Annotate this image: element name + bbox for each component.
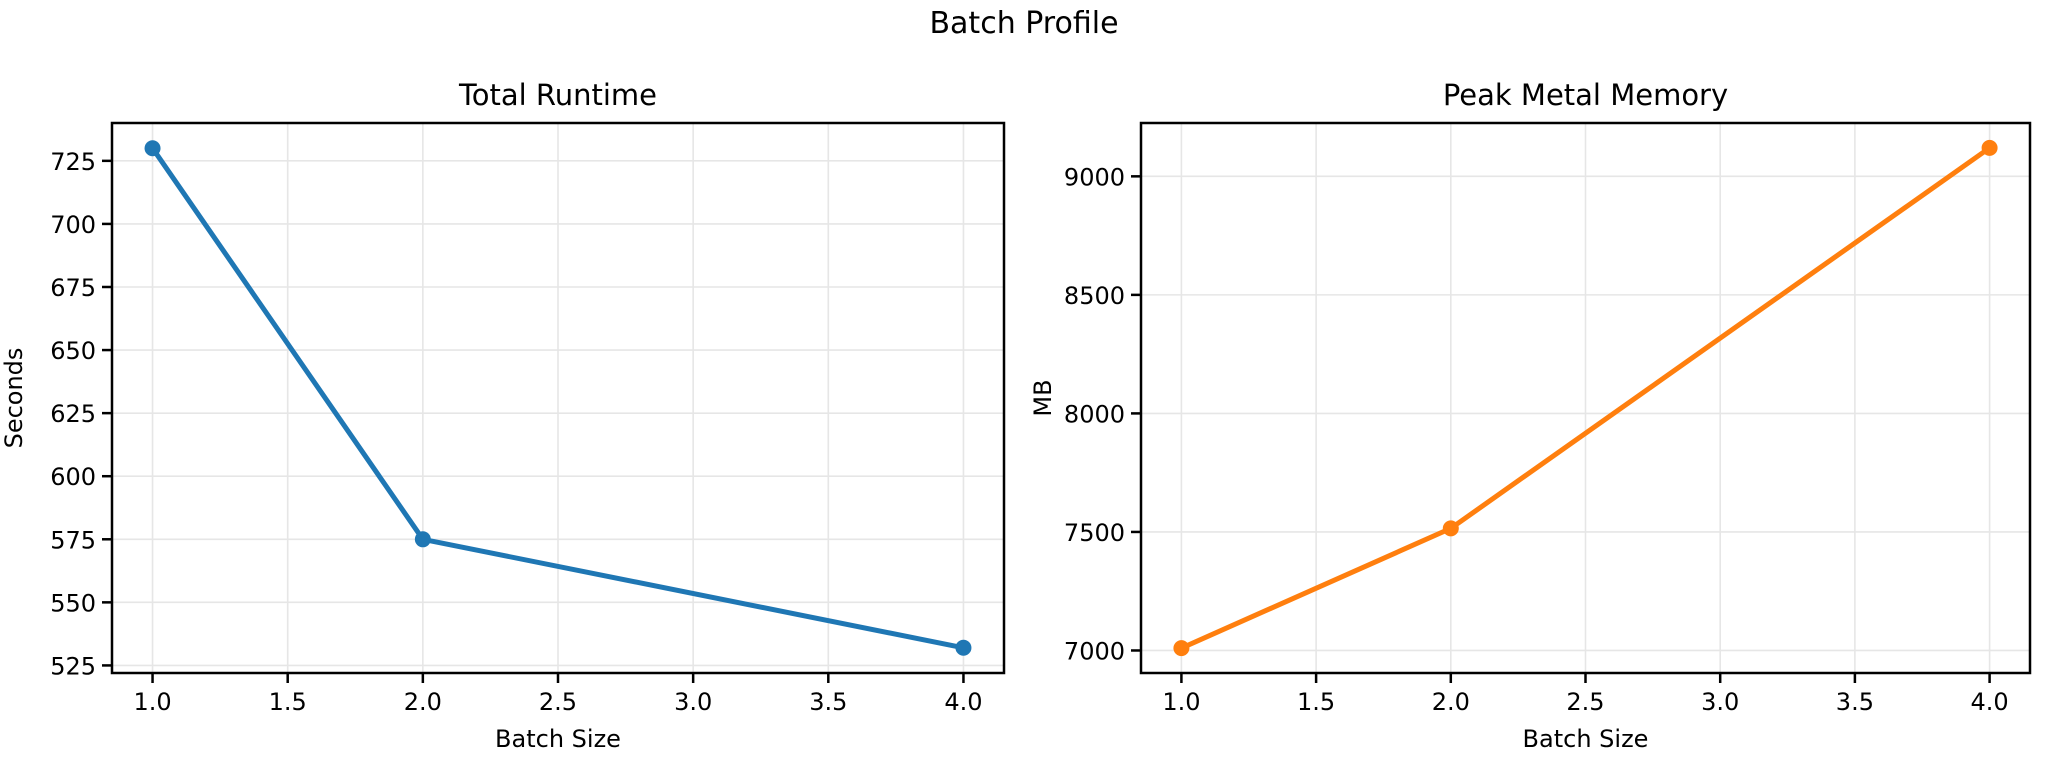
y-tick-label: 8000: [1064, 400, 1125, 428]
y-tick-label: 675: [50, 274, 96, 302]
x-tick-label: 2.5: [1566, 688, 1604, 716]
x-tick-label: 2.5: [539, 688, 577, 716]
total-runtime-chart: 1.0 1.5 2.0 2.5 3.0 3.5 4.0 525 550 575 600 625 650 6…: [0, 78, 1006, 753]
y-tick-label: 8500: [1064, 282, 1125, 310]
x-tick-label: 3.0: [674, 688, 712, 716]
chart-title: Peak Metal Memory: [1443, 78, 1728, 112]
y-tick-label: 550: [50, 589, 96, 617]
x-tick-label: 4.0: [1971, 688, 2009, 716]
x-tick-label: 3.5: [809, 688, 847, 716]
y-tick-label: 525: [50, 652, 96, 680]
y-axis-label: Seconds: [0, 348, 28, 449]
x-tick-label: 3.5: [1836, 688, 1874, 716]
y-tick-label: 625: [50, 400, 96, 428]
chart-title: Total Runtime: [458, 78, 657, 112]
data-point: [1173, 640, 1190, 657]
x-tick-label: 2.0: [1432, 688, 1470, 716]
y-tick-label: 600: [50, 463, 96, 491]
x-tick-label: 4.0: [944, 688, 982, 716]
peak-metal-memory-chart: 1.0 1.5 2.0 2.5 3.0 3.5 4.0 7000 7500 8000 8500 900…: [1029, 78, 2032, 753]
figure-title: Batch Profile: [929, 6, 1118, 41]
data-point: [955, 639, 972, 656]
y-tick-label: 575: [50, 526, 96, 554]
data-point: [144, 140, 161, 157]
data-point: [1981, 139, 1998, 156]
y-tick-label: 725: [50, 148, 96, 176]
x-tick-label: 1.5: [1297, 688, 1335, 716]
x-tick-label: 1.0: [1162, 688, 1200, 716]
data-point: [1442, 520, 1459, 537]
y-tick-label: 7000: [1064, 637, 1125, 665]
data-point: [414, 531, 431, 548]
x-axis-label: Batch Size: [1523, 725, 1649, 753]
x-tick-label: 1.0: [133, 688, 171, 716]
x-tick-label: 3.0: [1701, 688, 1739, 716]
y-tick-label: 7500: [1064, 519, 1125, 547]
y-axis-label: MB: [1029, 379, 1057, 416]
x-tick-label: 1.5: [269, 688, 307, 716]
y-tick-label: 650: [50, 337, 96, 365]
y-tick-label: 700: [50, 211, 96, 239]
x-tick-label: 2.0: [404, 688, 442, 716]
y-tick-label: 9000: [1064, 163, 1125, 191]
x-axis-label: Batch Size: [495, 725, 621, 753]
